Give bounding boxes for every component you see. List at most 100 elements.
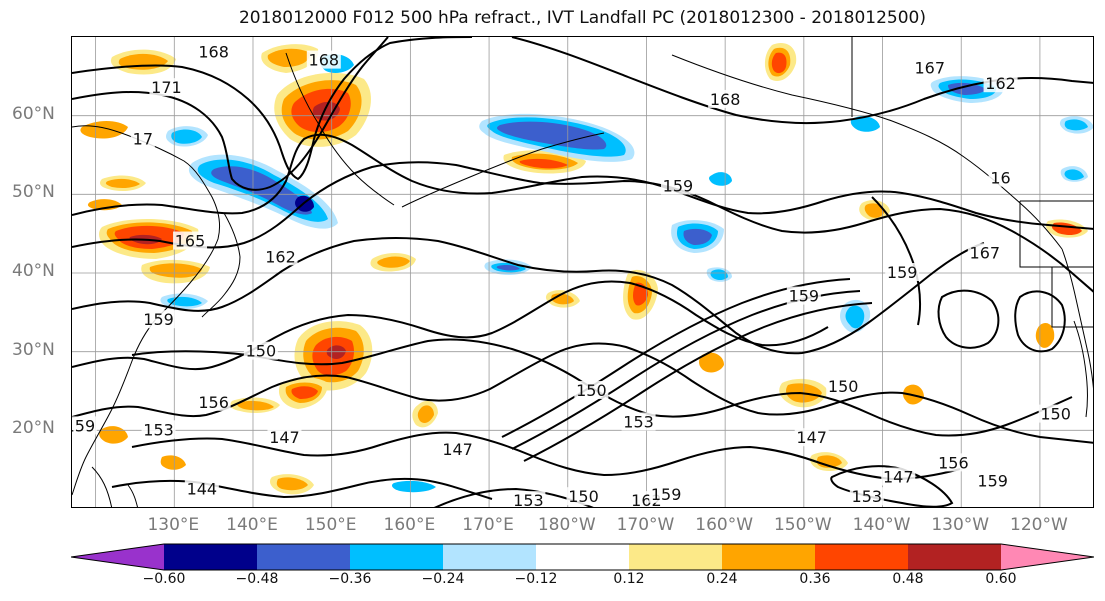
contour-label: 168 <box>196 42 231 62</box>
contour-label-text: 167 <box>970 243 1001 262</box>
state-borders <box>1019 201 1093 328</box>
contour-label-text: 153 <box>513 491 544 508</box>
contour-label-background <box>649 484 684 503</box>
contour-label-background <box>184 479 219 498</box>
contour-label-text: 156 <box>198 393 229 412</box>
contour-label-text: 144 <box>187 479 218 498</box>
colorbar <box>71 543 1094 571</box>
contour-band-central-3 <box>523 302 873 462</box>
positive-blob-kamchatka <box>274 72 371 147</box>
contour-label-text: 147 <box>796 428 827 447</box>
positive-blob-japan <box>87 175 210 284</box>
contour-147 <box>131 431 961 481</box>
contour-label-background <box>267 428 302 447</box>
contour-label-text: 153 <box>623 412 654 431</box>
contour-label: 159 <box>885 263 920 282</box>
contour-150 <box>131 338 1073 437</box>
contour-label-background <box>988 168 1013 187</box>
lat-label: 50°N <box>12 182 55 203</box>
contour-value-labels: 168 171 168 17 168 167 162 159 16 165 162 167 159 159… <box>72 42 1073 508</box>
lon-label: 180°W <box>537 515 596 535</box>
contour-label-text: 159 <box>789 287 820 306</box>
contour-label-text: 153 <box>143 420 174 439</box>
contour-label: 168 <box>708 89 743 109</box>
contour-loop-east <box>937 289 1000 349</box>
positive-blob-ocean-scattered <box>99 43 1088 495</box>
contour-label-background <box>149 78 184 97</box>
contour-label: 150 <box>243 341 278 361</box>
contour-label: 165 <box>173 231 208 251</box>
contour-label-text: 162 <box>265 247 296 266</box>
lat-label: 30°N <box>12 339 55 360</box>
colorbar-segment <box>164 544 258 570</box>
colorbar-label: −0.48 <box>235 571 279 587</box>
aleutian-islands <box>401 132 605 208</box>
contour-label-text: 167 <box>914 58 945 77</box>
contour-label-background <box>141 420 176 439</box>
contour-label-text: 159 <box>651 485 682 504</box>
kamchatka-coastline <box>285 52 395 206</box>
colorbar-label: 0.24 <box>706 571 738 587</box>
colorbar-label: −0.12 <box>514 571 558 587</box>
contour-label: 147 <box>267 428 302 447</box>
contour-label-text: 159 <box>663 176 694 195</box>
colorbar-segment <box>1001 544 1094 570</box>
contour-label-text: 168 <box>309 51 340 70</box>
contour-168 <box>72 37 473 181</box>
contour-label-background <box>660 176 695 195</box>
contour-label-background <box>621 412 656 431</box>
contour-label: 168 <box>306 50 341 70</box>
contour-label: 156 <box>196 392 231 412</box>
colorbar-segment <box>815 544 909 570</box>
map-canvas: 168 171 168 17 168 167 162 159 16 165 162 167 159 159… <box>72 37 1093 508</box>
colorbar-segment <box>722 544 816 570</box>
map-title: 2018012000 F012 500 hPa refract., IVT La… <box>238 8 926 28</box>
colorbar-label: −0.36 <box>328 571 372 587</box>
north-america-west-coast <box>1061 248 1093 389</box>
lon-label: 120°W <box>1010 515 1068 535</box>
colorbar-label: 0.48 <box>892 571 924 587</box>
lon-label: 150°W <box>773 515 832 535</box>
contour-label-text: 153 <box>852 487 883 506</box>
contour-label-background <box>72 416 97 435</box>
contour-label-background <box>967 243 1002 262</box>
colorbar-segment <box>71 544 164 570</box>
contour-label-text: 147 <box>883 468 914 487</box>
contour-label-background <box>440 440 475 458</box>
positive-blob-subtropical-west <box>230 321 373 413</box>
colorbar-segment <box>257 544 351 570</box>
refractivity-contours <box>72 37 1093 507</box>
contour-label: 153 <box>511 491 546 508</box>
contour-label: 162 <box>263 247 298 266</box>
contour-label: 150 <box>566 487 601 506</box>
coastlines <box>72 37 1093 507</box>
contour-label-background <box>196 392 231 411</box>
colorbar-outline <box>71 543 1094 571</box>
colorbar-segment <box>908 544 1002 570</box>
contour-label: 150 <box>574 381 609 400</box>
contour-label-text: 150 <box>1040 405 1071 424</box>
contour-label-background <box>849 487 884 506</box>
contour-label: 16 <box>988 168 1013 188</box>
contour-label: 159 <box>141 310 176 329</box>
contour-label: 171 <box>149 78 184 97</box>
contour-label-background <box>566 487 601 506</box>
contour-label-background <box>936 453 971 472</box>
contour-label-background <box>263 247 298 266</box>
contour-label: 156 <box>936 453 971 472</box>
contour-label-background <box>196 42 231 61</box>
contour-label-background <box>306 50 341 69</box>
contour-loop-north-america <box>1014 290 1066 353</box>
contour-label-text: 150 <box>246 342 277 361</box>
contour-label-background <box>574 381 609 399</box>
colorbar-segment <box>536 544 630 570</box>
contour-label-background <box>983 74 1018 93</box>
contour-label-text: 156 <box>938 453 969 472</box>
contour-label-background <box>786 286 821 305</box>
refractivity-anomaly-fills <box>80 43 1093 495</box>
contour-label-background <box>826 377 861 396</box>
lon-label: 170°E <box>462 515 514 535</box>
contour-label-text: 171 <box>151 78 182 97</box>
contour-label-text: 159 <box>887 263 918 282</box>
contour-label-text: 159 <box>977 471 1008 490</box>
